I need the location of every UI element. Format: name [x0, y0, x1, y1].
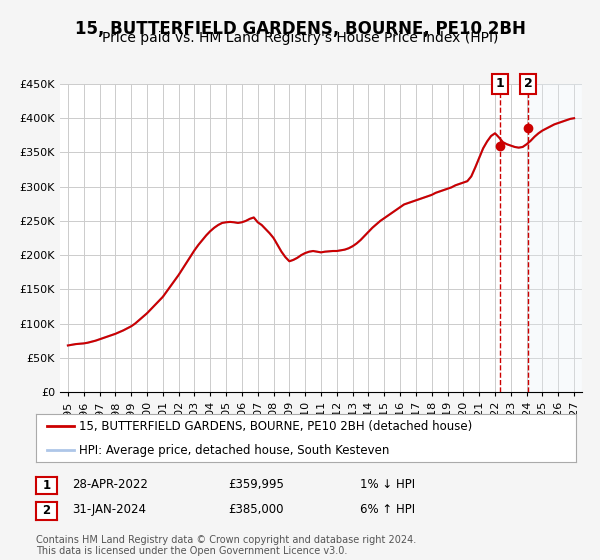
Text: 6% ↑ HPI: 6% ↑ HPI: [360, 503, 415, 516]
Text: 1% ↓ HPI: 1% ↓ HPI: [360, 478, 415, 491]
Text: £359,995: £359,995: [228, 478, 284, 491]
Text: Price paid vs. HM Land Registry's House Price Index (HPI): Price paid vs. HM Land Registry's House …: [102, 31, 498, 45]
Text: HPI: Average price, detached house, South Kesteven: HPI: Average price, detached house, Sout…: [79, 444, 389, 456]
Text: £385,000: £385,000: [228, 503, 284, 516]
Text: Contains HM Land Registry data © Crown copyright and database right 2024.
This d: Contains HM Land Registry data © Crown c…: [36, 535, 416, 557]
Text: 15, BUTTERFIELD GARDENS, BOURNE, PE10 2BH (detached house): 15, BUTTERFIELD GARDENS, BOURNE, PE10 2B…: [79, 420, 472, 433]
Text: 1: 1: [496, 77, 505, 91]
Bar: [528, 84, 582, 392]
Text: 1: 1: [43, 479, 50, 492]
Text: 15, BUTTERFIELD GARDENS, BOURNE, PE10 2BH: 15, BUTTERFIELD GARDENS, BOURNE, PE10 2B…: [74, 20, 526, 38]
Text: 31-JAN-2024: 31-JAN-2024: [72, 503, 146, 516]
Text: 2: 2: [43, 504, 50, 517]
Text: 28-APR-2022: 28-APR-2022: [72, 478, 148, 491]
Text: 2: 2: [524, 77, 532, 91]
